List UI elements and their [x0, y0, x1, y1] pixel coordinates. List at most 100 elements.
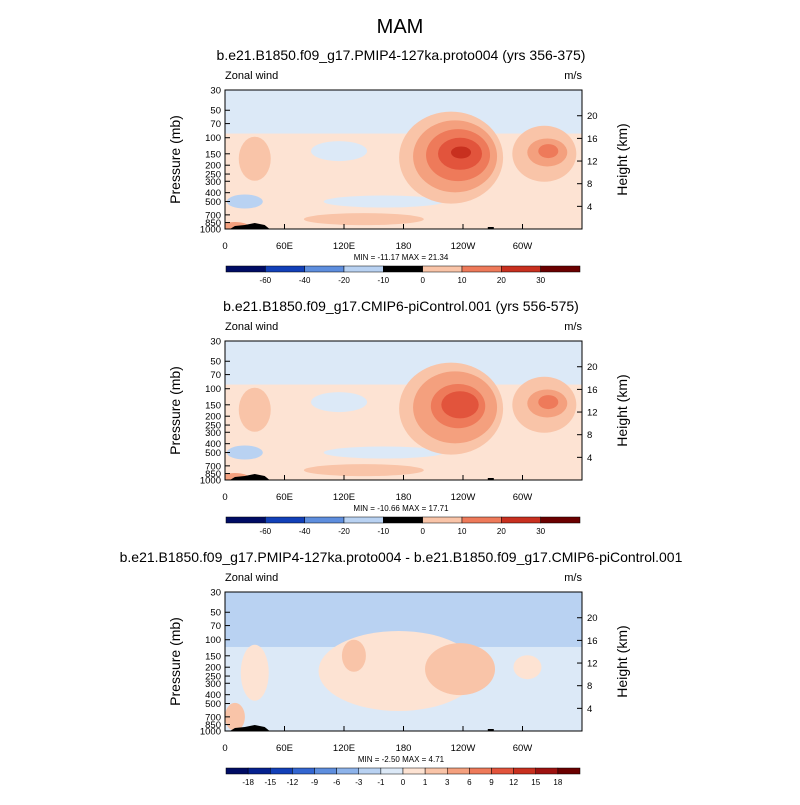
colorbar-box [380, 767, 404, 775]
colorbar-box [336, 767, 359, 775]
longitude-tick-label: 120W [451, 492, 476, 503]
positive-difference-lobe [240, 644, 269, 701]
height-tick-label: 4 [587, 453, 592, 464]
colorbar-label: -60 [260, 527, 272, 536]
topography [229, 474, 270, 480]
pressure-tick-label: 50 [210, 106, 221, 117]
longitude-tick-label: 120E [333, 743, 355, 754]
variable-label: Zonal wind [225, 321, 278, 333]
colorbar-box [225, 767, 249, 775]
secondary-jet-3 [538, 395, 559, 410]
topography [487, 729, 494, 731]
min-max-label: MIN = -2.50 MAX = 4.71 [358, 755, 445, 764]
easterly-patch [226, 445, 263, 460]
y-axis-title: Pressure (mb) [167, 617, 183, 706]
height-tick-label: 8 [587, 179, 592, 190]
colorbar-box [265, 516, 305, 524]
pressure-tick-label: 500 [205, 699, 221, 710]
height-tick-label: 16 [587, 385, 598, 396]
colorbar-box [304, 265, 345, 273]
panel-title: b.e21.B1850.f09_g17.PMIP4-127ka.proto004… [217, 47, 586, 63]
colorbar-box [358, 767, 382, 775]
pressure-tick-label: 400 [205, 690, 221, 701]
colorbar-label: 0 [420, 527, 425, 536]
longitude-tick-label: 120W [451, 241, 476, 252]
colorbar-label: 3 [445, 778, 450, 787]
pressure-tick-label: 250 [205, 421, 221, 432]
pressure-tick-label: 70 [210, 119, 221, 130]
colorbar-label: -20 [338, 527, 350, 536]
colorbar-box [540, 265, 581, 273]
surface-positive-difference [225, 702, 245, 731]
colorbar-label: 20 [497, 527, 506, 536]
colorbar-box [402, 767, 426, 775]
pressure-tick-label: 200 [205, 412, 221, 423]
longitude-tick-label: 60W [513, 743, 533, 754]
colorbar-label: 15 [531, 778, 540, 787]
topography [229, 223, 270, 229]
positive-difference-lobe [341, 639, 366, 672]
colorbar-box [424, 767, 448, 775]
height-tick-label: 12 [587, 659, 598, 670]
pressure-tick-label: 150 [205, 149, 221, 160]
pressure-tick-label: 200 [205, 161, 221, 172]
longitude-tick-label: 60W [513, 492, 533, 503]
positive-difference-maximum [425, 643, 496, 696]
variable-label: Zonal wind [225, 70, 278, 82]
longitude-tick-label: 0 [222, 241, 227, 252]
min-max-label: MIN = -11.17 MAX = 21.34 [354, 253, 449, 262]
colorbar-box [225, 265, 266, 273]
weak-easterly-patch [311, 141, 368, 162]
pressure-tick-label: 70 [210, 621, 221, 632]
height-tick-label: 8 [587, 681, 592, 692]
pressure-tick-label: 50 [210, 608, 221, 619]
positive-difference-lobe [513, 655, 542, 680]
jet-contour-4 [441, 391, 479, 419]
pressure-tick-label: 300 [205, 679, 221, 690]
colorbar-box [304, 516, 345, 524]
colorbar-box [270, 767, 293, 775]
panel-3: b.e21.B1850.f09_g17.PMIP4-127ka.proto004… [120, 549, 683, 787]
height-tick-label: 20 [587, 111, 598, 122]
panel-title: b.e21.B1850.f09_g17.CMIP6-piControl.001 … [223, 298, 579, 314]
pressure-tick-label: 850 [205, 469, 221, 480]
weak-easterly-patch [323, 195, 444, 208]
colorbar-label: -15 [264, 778, 276, 787]
colorbar-box [225, 516, 266, 524]
pressure-tick-label: 100 [205, 133, 221, 144]
colorbar-label: -6 [333, 778, 341, 787]
longitude-tick-label: 180 [396, 743, 412, 754]
weak-easterly-patch [323, 446, 444, 459]
colorbar-label: -20 [338, 276, 350, 285]
colorbar-box [447, 767, 470, 775]
pressure-tick-label: 1000 [200, 225, 221, 236]
pressure-tick-label: 700 [205, 461, 221, 472]
pressure-tick-label: 300 [205, 177, 221, 188]
height-tick-label: 12 [587, 408, 598, 419]
colorbar-label: -12 [287, 778, 299, 787]
colorbar-label: -3 [355, 778, 363, 787]
colorbar-label: -40 [299, 527, 311, 536]
low-level-westerly [303, 213, 424, 226]
panel-2: b.e21.B1850.f09_g17.CMIP6-piControl.001 … [167, 298, 630, 536]
longitude-tick-label: 120E [333, 241, 355, 252]
longitude-tick-label: 180 [396, 241, 412, 252]
pressure-tick-label: 100 [205, 635, 221, 646]
colorbar-box [422, 265, 463, 273]
pressure-tick-label: 1000 [200, 727, 221, 738]
colorbar-label: -60 [260, 276, 272, 285]
colorbar-box [540, 516, 581, 524]
min-max-label: MIN = -10.66 MAX = 17.71 [353, 504, 449, 513]
colorbar-box [501, 516, 541, 524]
height-tick-label: 16 [587, 636, 598, 647]
topography [487, 227, 494, 229]
colorbar-label: -1 [377, 778, 385, 787]
longitude-tick-label: 0 [222, 492, 227, 503]
pressure-tick-label: 1000 [200, 476, 221, 487]
colorbar-label: 30 [536, 276, 545, 285]
longitude-tick-label: 60E [276, 743, 293, 754]
height-tick-label: 8 [587, 430, 592, 441]
westerly-maximum [238, 387, 271, 432]
colorbar-label: 20 [497, 276, 506, 285]
